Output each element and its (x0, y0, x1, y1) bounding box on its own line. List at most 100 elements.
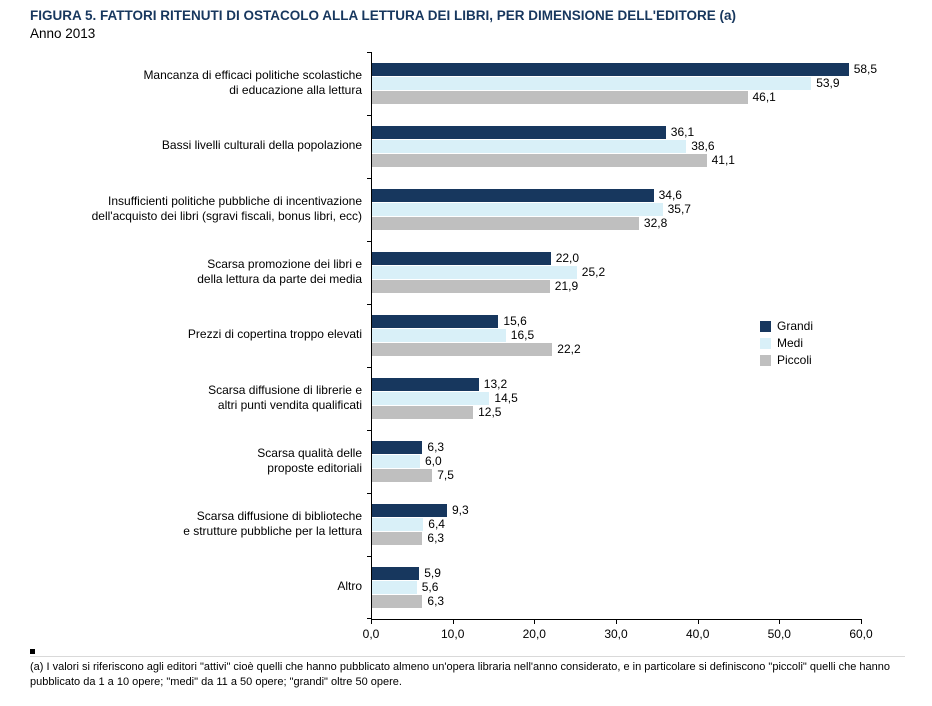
bar-row: 9,3 (371, 503, 469, 517)
value-label: 12,5 (478, 405, 502, 420)
x-tick-label: 50,0 (767, 626, 791, 641)
value-label: 7,5 (437, 468, 454, 483)
x-tick-label: 60,0 (849, 626, 873, 641)
category-label: Bassi livelli culturali della popolazion… (161, 138, 362, 153)
bar-grandi (371, 62, 849, 76)
bar-row: 6,0 (371, 454, 454, 468)
legend-item-piccoli: Piccoli (760, 352, 813, 369)
value-label: 6,3 (427, 594, 445, 609)
bar-row: 15,6 (371, 314, 581, 328)
value-label: 6,3 (427, 531, 445, 546)
value-label: 14,5 (494, 391, 518, 406)
bar-row: 7,5 (371, 468, 454, 482)
x-tick-label: 0,0 (362, 626, 380, 641)
bar-row: 6,3 (371, 594, 444, 608)
bar-stack: 5,9 5,6 6,3 (371, 566, 444, 608)
x-tick-mark (861, 619, 862, 624)
category-label: Scarsa diffusione di biblioteche e strut… (183, 508, 362, 539)
bar-group: Insufficienti politiche pubbliche di inc… (30, 178, 905, 241)
category-label: Insufficienti politiche pubbliche di inc… (91, 193, 362, 224)
bar-stack: 22,0 25,2 21,9 (371, 251, 605, 293)
bar-group: Scarsa diffusione di librerie e altri pu… (30, 367, 905, 430)
bar-piccoli (371, 531, 423, 545)
value-label: 38,6 (691, 139, 715, 154)
value-label: 5,6 (421, 580, 439, 595)
x-tick-mark (371, 619, 372, 624)
bar-row: 21,9 (371, 279, 605, 293)
bar-stack: 13,2 14,5 12,5 (371, 377, 518, 419)
bar-row: 53,9 (371, 76, 877, 90)
x-tick-label: 30,0 (604, 626, 628, 641)
legend-swatch-piccoli (760, 354, 771, 366)
value-label: 6,4 (428, 517, 445, 532)
bar-medi (371, 391, 490, 405)
bar-row: 13,2 (371, 377, 518, 391)
bar-row: 22,2 (371, 342, 581, 356)
value-label: 16,5 (510, 328, 535, 343)
value-label: 46,1 (752, 90, 776, 105)
bar-row: 25,2 (371, 265, 605, 279)
x-tick-mark (697, 619, 699, 624)
bar-grandi (371, 377, 479, 391)
y-tick-mark (367, 492, 371, 494)
value-label: 13,2 (483, 377, 508, 392)
y-tick-mark (367, 177, 371, 179)
bar-stack: 36,1 38,6 41,1 (371, 125, 735, 167)
category-label: Mancanza di efficaci politiche scolastic… (143, 67, 362, 98)
bar-medi (371, 328, 506, 342)
y-tick-mark (367, 366, 371, 368)
bar-piccoli (371, 279, 550, 293)
bar-row: 22,0 (371, 251, 605, 265)
y-axis-line (371, 51, 372, 619)
value-label: 34,6 (658, 188, 682, 203)
value-label: 32,8 (643, 216, 668, 231)
bar-medi (371, 454, 420, 468)
bar-piccoli (371, 90, 748, 104)
x-tick-mark (779, 619, 781, 624)
bar-row: 58,5 (371, 62, 877, 76)
bar-group: Scarsa diffusione di biblioteche e strut… (30, 493, 905, 556)
bar-grandi (371, 251, 551, 265)
legend-label: Grandi (777, 319, 814, 334)
figure-title: FIGURA 5. FATTORI RITENUTI DI OSTACOLO A… (30, 8, 736, 23)
value-label: 35,7 (667, 202, 691, 217)
bar-piccoli (371, 405, 474, 419)
value-label: 25,2 (581, 265, 606, 280)
y-tick-mark (367, 240, 371, 242)
category-label: Scarsa qualità delle proposte editoriali (257, 445, 362, 476)
value-label: 41,1 (711, 153, 735, 168)
bar-medi (371, 265, 577, 279)
bar-group: Prezzi di copertina troppo elevati 15,6 16… (30, 304, 905, 367)
legend-swatch-medi (760, 337, 771, 349)
bar-row: 12,5 (371, 405, 518, 419)
y-tick-mark (367, 617, 371, 619)
bar-row: 6,3 (371, 440, 454, 454)
value-label: 21,9 (554, 279, 579, 294)
bar-medi (371, 202, 663, 216)
bar-stack: 58,5 53,9 46,1 (371, 62, 877, 104)
legend-label: Medi (777, 336, 804, 351)
legend-swatch-grandi (760, 320, 771, 332)
bar-row: 6,4 (371, 517, 469, 531)
bar-grandi (371, 314, 499, 328)
bar-piccoli (371, 594, 423, 608)
value-label: 36,1 (670, 125, 695, 140)
bar-groups: Mancanza di efficaci politiche scolastic… (30, 52, 905, 619)
bar-row: 5,6 (371, 580, 444, 594)
bar-stack: 34,6 35,7 32,8 (371, 188, 691, 230)
value-label: 9,3 (452, 503, 469, 518)
bar-chart: Mancanza di efficaci politiche scolastic… (30, 51, 905, 619)
x-tick-mark (534, 619, 536, 624)
bar-grandi (371, 188, 654, 202)
value-label: 5,9 (424, 566, 441, 581)
bar-grandi (371, 503, 447, 517)
bar-group: Scarsa promozione dei libri e della lett… (30, 241, 905, 304)
x-axis: 0,0 10,0 20,0 30,0 40,0 50,0 60,0 (363, 618, 873, 645)
value-label: 6,0 (425, 454, 442, 469)
bar-grandi (371, 566, 420, 580)
bar-row: 14,5 (371, 391, 518, 405)
bar-row: 38,6 (371, 139, 735, 153)
y-tick-mark (367, 51, 371, 53)
category-label: Prezzi di copertina troppo elevati (187, 327, 362, 342)
legend: Grandi Medi Piccoli (760, 318, 813, 369)
